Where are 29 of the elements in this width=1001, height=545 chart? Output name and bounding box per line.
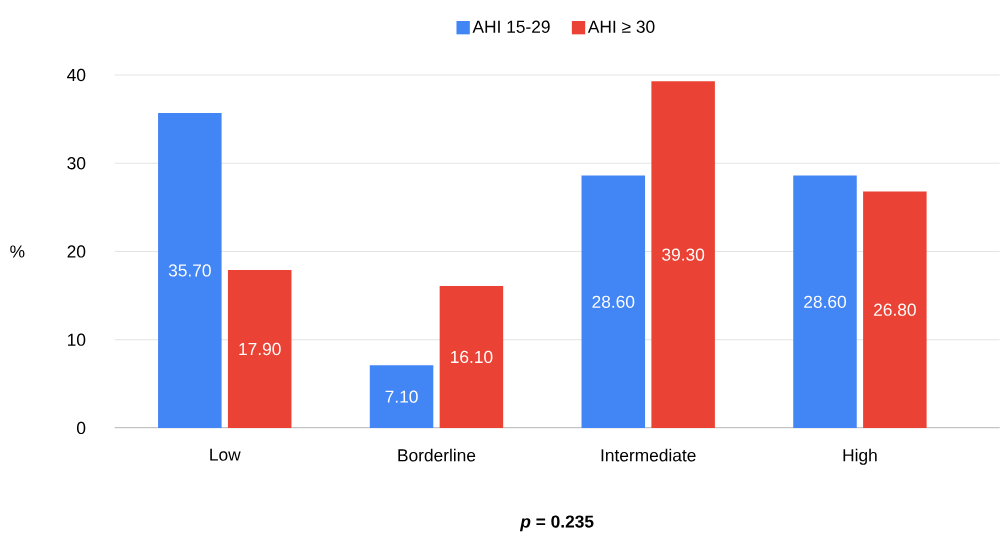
- y-tick-label: 10: [68, 333, 86, 346]
- bar: [863, 191, 927, 428]
- data-label: 28.60: [592, 295, 635, 308]
- data-label: 7.10: [385, 390, 418, 403]
- legend-label: AHI 15-29: [472, 20, 550, 33]
- data-label: 28.60: [804, 295, 847, 308]
- x-tick-label: High: [843, 448, 877, 465]
- bar: [158, 112, 222, 428]
- data-label: 35.70: [168, 264, 211, 277]
- bar: [369, 365, 434, 428]
- data-label: 39.30: [662, 248, 705, 261]
- x-tick-label: Borderline: [398, 448, 476, 462]
- data-label: 17.90: [239, 342, 281, 356]
- x-axis-title: p = 0.235: [519, 515, 594, 532]
- data-label: 26.80: [874, 303, 916, 316]
- x-tick-label: Intermediate: [601, 448, 696, 462]
- bar: [227, 270, 292, 428]
- bar: [439, 285, 504, 428]
- bar: [651, 81, 715, 428]
- bar: [581, 175, 646, 428]
- x-tick-label: Low: [210, 448, 241, 461]
- data-label: 16.10: [451, 350, 493, 364]
- y-tick-label: 0: [76, 421, 86, 435]
- y-tick-label: 30: [67, 157, 86, 170]
- y-tick-label: 40: [67, 68, 86, 82]
- legend-label: AHI ≥ 30: [587, 20, 655, 33]
- y-axis-title: %: [10, 245, 25, 258]
- y-tick-label: 20: [67, 245, 86, 258]
- bar: [793, 175, 857, 428]
